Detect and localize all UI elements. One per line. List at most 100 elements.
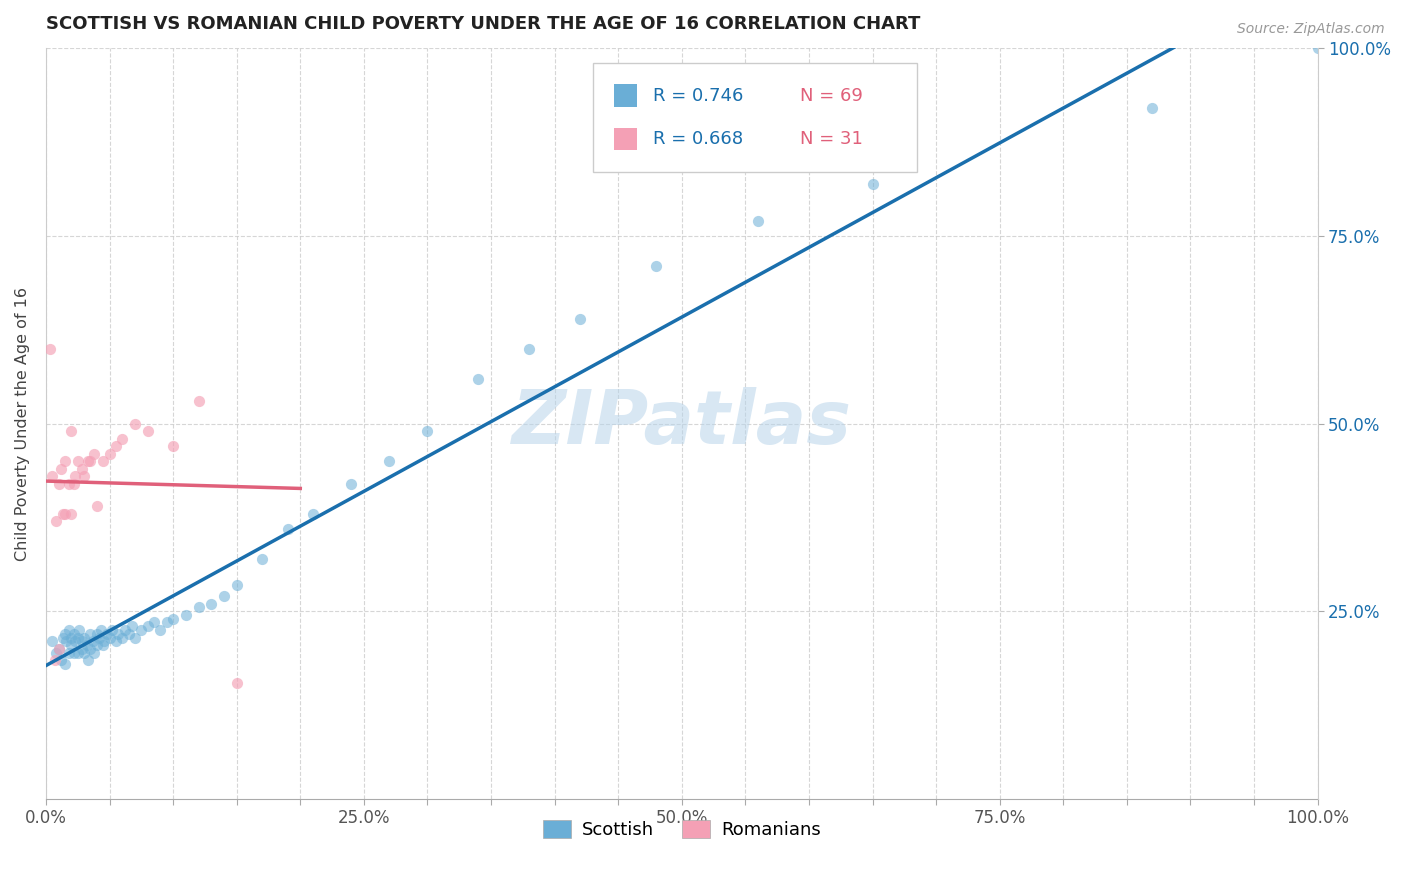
- Point: [66, 454, 89, 468]
- Point: [111, 432, 134, 446]
- Point: [114, 623, 136, 637]
- Point: [212, 589, 235, 603]
- Point: [38, 342, 60, 356]
- Text: SCOTTISH VS ROMANIAN CHILD POVERTY UNDER THE AGE OF 16 CORRELATION CHART: SCOTTISH VS ROMANIAN CHILD POVERTY UNDER…: [46, 15, 921, 33]
- Point: [302, 507, 325, 521]
- Point: [101, 623, 124, 637]
- Point: [91, 454, 114, 468]
- Point: [82, 634, 104, 648]
- Point: [98, 447, 121, 461]
- Point: [77, 653, 100, 667]
- Point: [45, 646, 67, 660]
- Point: [66, 631, 89, 645]
- Point: [187, 600, 209, 615]
- Point: [70, 461, 93, 475]
- Point: [63, 469, 86, 483]
- Point: [53, 626, 76, 640]
- Point: [67, 623, 90, 637]
- Point: [86, 638, 108, 652]
- Point: [45, 514, 67, 528]
- Point: [79, 626, 101, 640]
- Point: [53, 454, 76, 468]
- Point: [51, 461, 73, 475]
- Point: [86, 626, 108, 640]
- Point: [91, 638, 114, 652]
- Point: [117, 626, 139, 640]
- Text: N = 69: N = 69: [800, 87, 863, 104]
- Point: [76, 638, 98, 652]
- Point: [44, 653, 66, 667]
- Point: [86, 499, 108, 513]
- Point: [517, 342, 540, 356]
- Point: [1142, 102, 1164, 116]
- Point: [136, 619, 159, 633]
- Point: [73, 631, 96, 645]
- Text: R = 0.746: R = 0.746: [652, 87, 742, 104]
- Point: [149, 623, 172, 637]
- Point: [862, 177, 884, 191]
- Y-axis label: Child Poverty Under the Age of 16: Child Poverty Under the Age of 16: [15, 286, 30, 561]
- Point: [162, 439, 184, 453]
- Point: [96, 626, 118, 640]
- Point: [58, 623, 80, 637]
- Point: [83, 646, 105, 660]
- Point: [378, 454, 401, 468]
- Point: [58, 646, 80, 660]
- Point: [48, 641, 70, 656]
- Text: Source: ZipAtlas.com: Source: ZipAtlas.com: [1237, 22, 1385, 37]
- Point: [645, 259, 668, 273]
- Point: [174, 607, 197, 622]
- Point: [83, 447, 105, 461]
- Point: [53, 657, 76, 671]
- Point: [66, 646, 89, 660]
- Point: [90, 623, 112, 637]
- Point: [60, 424, 83, 438]
- Point: [340, 476, 363, 491]
- Point: [60, 638, 83, 652]
- Point: [63, 476, 86, 491]
- Point: [277, 522, 299, 536]
- Point: [416, 424, 439, 438]
- Point: [77, 454, 100, 468]
- Point: [48, 476, 70, 491]
- Point: [89, 631, 111, 645]
- Point: [58, 476, 80, 491]
- Point: [63, 626, 86, 640]
- Point: [225, 675, 247, 690]
- Point: [70, 641, 93, 656]
- Point: [569, 311, 592, 326]
- Point: [79, 454, 101, 468]
- Point: [162, 612, 184, 626]
- FancyBboxPatch shape: [593, 63, 917, 172]
- Text: N = 31: N = 31: [800, 130, 863, 148]
- Point: [41, 469, 63, 483]
- Legend: Scottish, Romanians: Scottish, Romanians: [536, 813, 828, 847]
- Point: [70, 634, 93, 648]
- Point: [51, 507, 73, 521]
- Point: [104, 634, 127, 648]
- Point: [73, 646, 96, 660]
- Point: [41, 634, 63, 648]
- Point: [225, 578, 247, 592]
- Text: R = 0.668: R = 0.668: [652, 130, 742, 148]
- Point: [79, 641, 101, 656]
- Point: [467, 371, 489, 385]
- Point: [143, 615, 166, 630]
- Point: [136, 424, 159, 438]
- Point: [51, 653, 73, 667]
- Point: [73, 469, 96, 483]
- Point: [156, 615, 179, 630]
- Point: [53, 507, 76, 521]
- Point: [250, 551, 273, 566]
- Point: [131, 623, 153, 637]
- Point: [98, 631, 121, 645]
- Point: [200, 597, 222, 611]
- Point: [60, 631, 83, 645]
- Point: [63, 646, 86, 660]
- Point: [51, 631, 73, 645]
- Point: [48, 641, 70, 656]
- Point: [121, 619, 143, 633]
- Point: [107, 626, 129, 640]
- Point: [104, 439, 127, 453]
- Text: ZIPatlas: ZIPatlas: [512, 387, 852, 460]
